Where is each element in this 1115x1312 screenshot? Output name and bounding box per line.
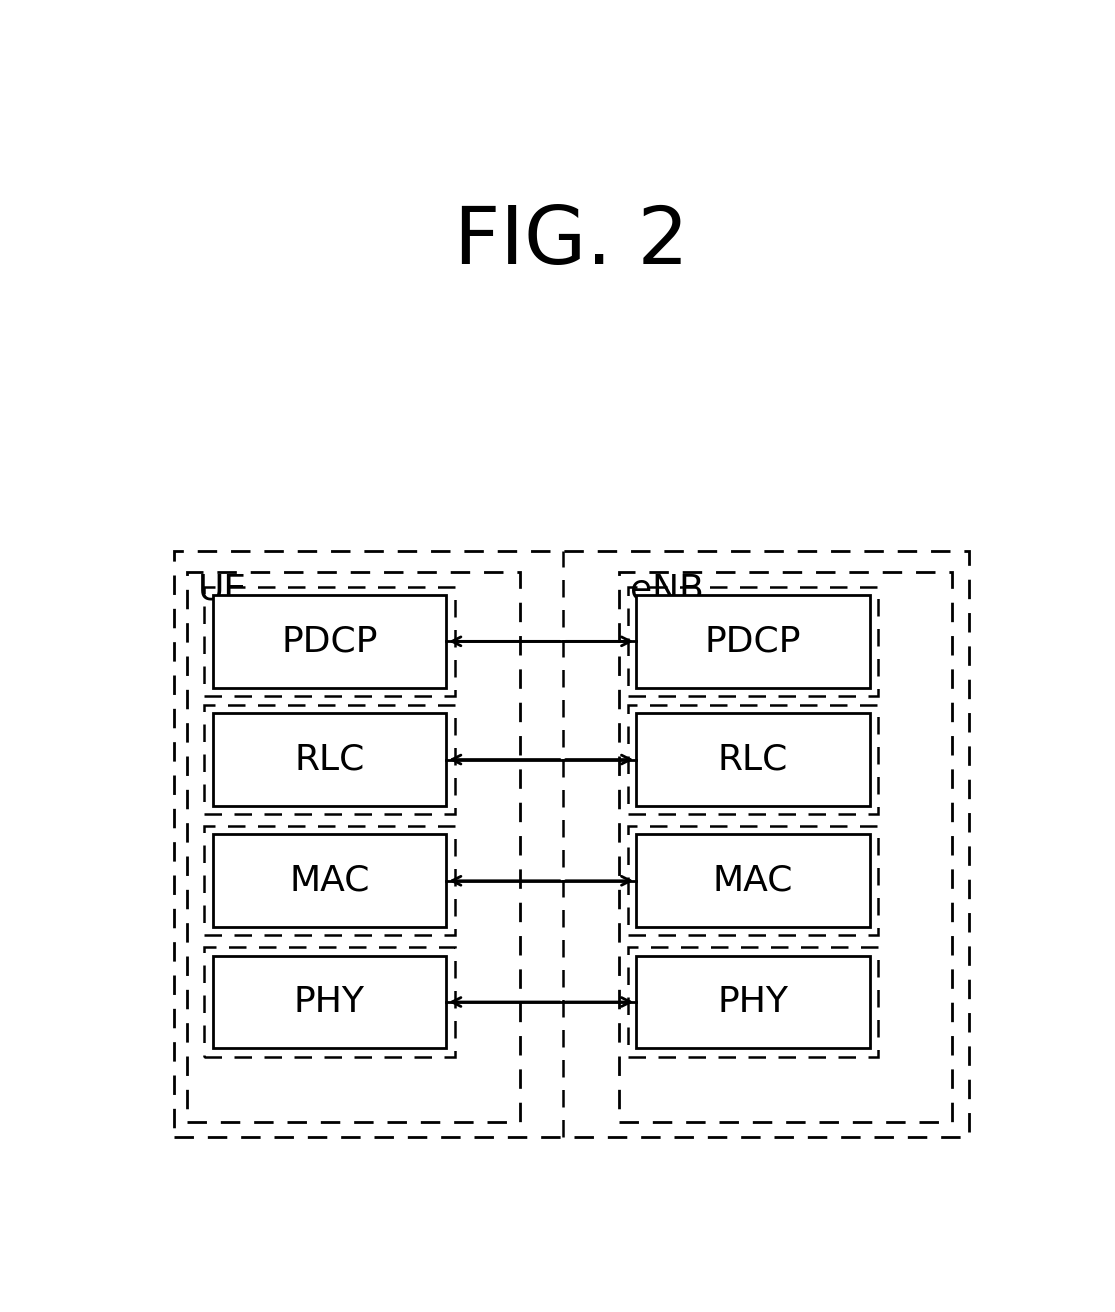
Text: eNB: eNB bbox=[630, 573, 704, 607]
Bar bbox=[637, 955, 870, 1048]
Bar bbox=[213, 834, 446, 928]
Text: FIG. 2: FIG. 2 bbox=[454, 203, 689, 281]
Bar bbox=[628, 947, 879, 1056]
Bar bbox=[174, 551, 969, 1138]
Bar bbox=[619, 572, 952, 1122]
Bar bbox=[204, 947, 455, 1056]
Bar bbox=[637, 834, 870, 928]
Bar bbox=[204, 586, 455, 695]
Bar bbox=[637, 714, 870, 806]
Text: PHY: PHY bbox=[717, 985, 788, 1019]
Text: PDCP: PDCP bbox=[281, 625, 378, 659]
Bar bbox=[204, 705, 455, 813]
Bar bbox=[637, 594, 870, 687]
Bar bbox=[213, 594, 446, 687]
Bar bbox=[628, 827, 879, 935]
Bar bbox=[204, 827, 455, 935]
Bar bbox=[187, 572, 520, 1122]
Text: UE: UE bbox=[198, 573, 248, 607]
Bar bbox=[628, 705, 879, 813]
Text: MAC: MAC bbox=[289, 863, 370, 897]
Text: MAC: MAC bbox=[712, 863, 793, 897]
Bar bbox=[628, 586, 879, 695]
Text: RLC: RLC bbox=[294, 743, 365, 777]
Text: PDCP: PDCP bbox=[705, 625, 802, 659]
Bar bbox=[213, 955, 446, 1048]
Text: PHY: PHY bbox=[294, 985, 365, 1019]
Bar bbox=[213, 714, 446, 806]
Text: RLC: RLC bbox=[718, 743, 788, 777]
